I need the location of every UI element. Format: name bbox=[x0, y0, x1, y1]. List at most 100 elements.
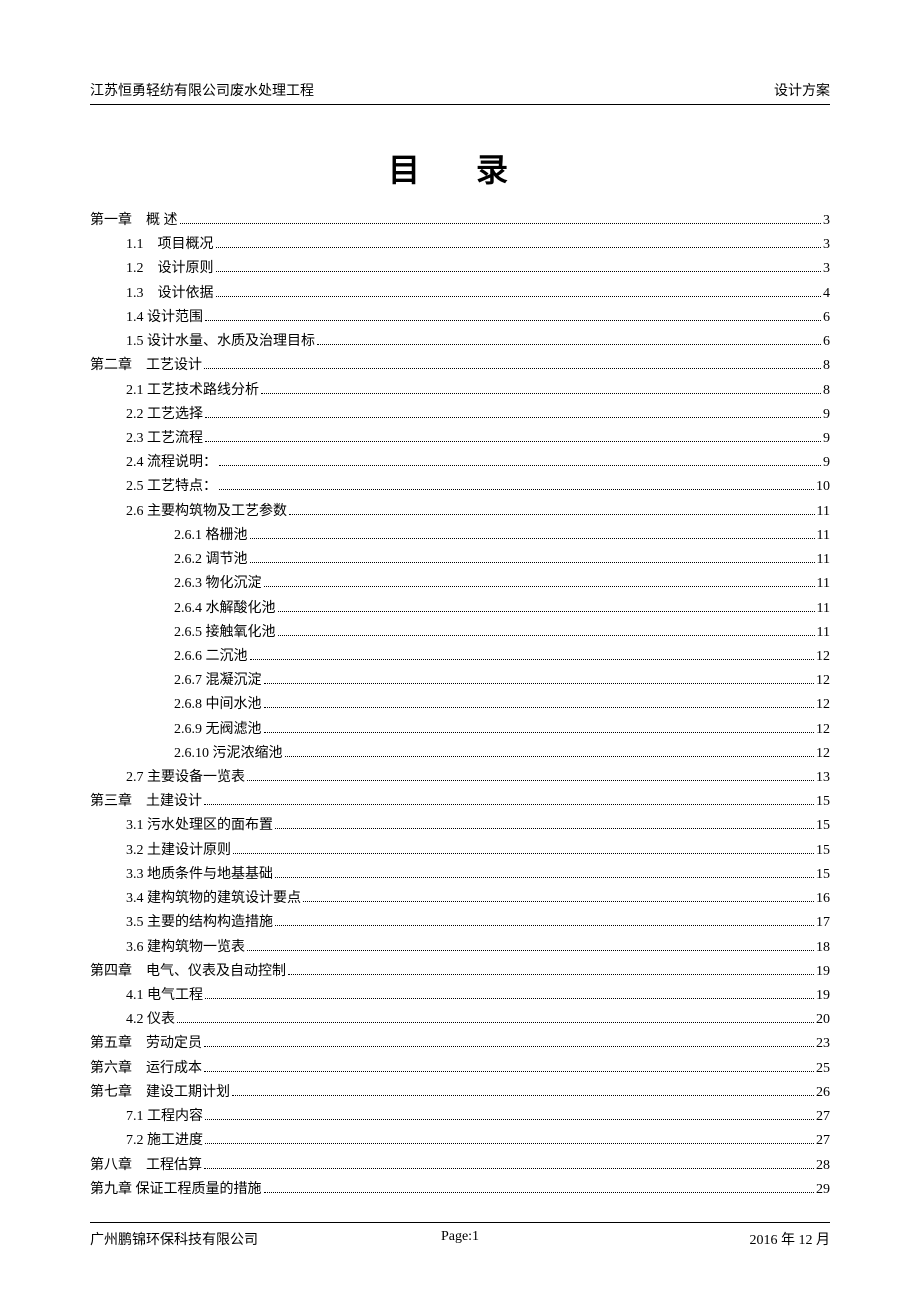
toc-leader-dots bbox=[278, 611, 815, 612]
toc-entry: 4.1 电气工程19 bbox=[90, 984, 830, 1008]
toc-entry-page: 15 bbox=[816, 863, 830, 887]
toc-entry: 2.5 工艺特点：10 bbox=[90, 475, 830, 499]
toc-entry-label: 3.5 主要的结构构造措施 bbox=[126, 911, 273, 935]
toc-entry: 3.3 地质条件与地基基础15 bbox=[90, 863, 830, 887]
toc-entry: 第一章 概 述3 bbox=[90, 209, 830, 233]
toc-leader-dots bbox=[250, 659, 815, 660]
toc-entry: 1.5 设计水量、水质及治理目标6 bbox=[90, 330, 830, 354]
toc-leader-dots bbox=[285, 756, 815, 757]
toc-entry-label: 7.2 施工进度 bbox=[126, 1129, 203, 1153]
toc-leader-dots bbox=[205, 441, 821, 442]
toc-entry: 2.6.5 接触氧化池11 bbox=[90, 621, 830, 645]
toc-entry-label: 4.2 仪表 bbox=[126, 1008, 175, 1032]
toc-leader-dots bbox=[264, 1192, 815, 1193]
toc-leader-dots bbox=[205, 417, 821, 418]
toc-entry: 2.6.10 污泥浓缩池 12 bbox=[90, 742, 830, 766]
toc-entry-page: 29 bbox=[816, 1178, 830, 1202]
toc-entry-page: 15 bbox=[816, 814, 830, 838]
toc-entry: 2.3 工艺流程9 bbox=[90, 427, 830, 451]
toc-title: 目 录 bbox=[90, 145, 830, 191]
toc-entry-label: 2.4 流程说明： bbox=[126, 451, 217, 475]
toc-entry-label: 2.7 主要设备一览表 bbox=[126, 766, 245, 790]
toc-leader-dots bbox=[247, 950, 814, 951]
toc-leader-dots bbox=[205, 998, 814, 999]
toc-leader-dots bbox=[232, 1095, 814, 1096]
toc-leader-dots bbox=[216, 247, 822, 248]
toc-entry-page: 9 bbox=[823, 427, 830, 451]
toc-leader-dots bbox=[278, 635, 815, 636]
toc-entry-label: 第三章 土建设计 bbox=[90, 790, 202, 814]
toc-entry-page: 8 bbox=[823, 379, 830, 403]
toc-entry: 第五章 劳动定员23 bbox=[90, 1032, 830, 1056]
toc-entry-page: 3 bbox=[823, 233, 830, 257]
toc-entry: 2.4 流程说明：9 bbox=[90, 451, 830, 475]
toc-entry: 3.5 主要的结构构造措施 17 bbox=[90, 911, 830, 935]
toc-leader-dots bbox=[219, 489, 814, 490]
toc-leader-dots bbox=[205, 1119, 814, 1120]
toc-entry-page: 12 bbox=[816, 669, 830, 693]
toc-leader-dots bbox=[264, 586, 815, 587]
toc-leader-dots bbox=[216, 271, 822, 272]
toc-entry-label: 第一章 概 述 bbox=[90, 209, 178, 233]
toc-entry-page: 12 bbox=[816, 742, 830, 766]
header-left: 江苏恒勇轻纺有限公司废水处理工程 bbox=[90, 80, 314, 100]
toc-entry-page: 3 bbox=[823, 257, 830, 281]
toc-leader-dots bbox=[204, 1168, 814, 1169]
toc-entry: 1.2 设计原则 3 bbox=[90, 257, 830, 281]
toc-leader-dots bbox=[204, 1046, 814, 1047]
toc-entry: 第三章 土建设计 15 bbox=[90, 790, 830, 814]
footer-right: 2016 年 12 月 bbox=[750, 1229, 831, 1249]
toc-entry-label: 第六章 运行成本 bbox=[90, 1057, 202, 1081]
toc-leader-dots bbox=[303, 901, 814, 902]
toc-leader-dots bbox=[264, 707, 815, 708]
toc-entry-label: 第五章 劳动定员 bbox=[90, 1032, 202, 1056]
toc-entry-page: 11 bbox=[817, 548, 830, 572]
toc-entry: 3.4 建构筑物的建筑设计要点16 bbox=[90, 887, 830, 911]
toc-entry-label: 2.6.10 污泥浓缩池 bbox=[174, 742, 283, 766]
toc-leader-dots bbox=[216, 296, 822, 297]
toc-leader-dots bbox=[261, 393, 821, 394]
toc-entry: 2.6.8 中间水池12 bbox=[90, 693, 830, 717]
toc-leader-dots bbox=[204, 368, 821, 369]
toc-entry-page: 17 bbox=[816, 911, 830, 935]
toc-leader-dots bbox=[205, 320, 821, 321]
toc-entry-page: 19 bbox=[816, 960, 830, 984]
toc-entry-page: 10 bbox=[816, 475, 830, 499]
toc-entry: 2.6.1 格栅池11 bbox=[90, 524, 830, 548]
toc-entry: 2.6 主要构筑物及工艺参数11 bbox=[90, 500, 830, 524]
toc-leader-dots bbox=[233, 853, 814, 854]
toc-entry: 4.2 仪表20 bbox=[90, 1008, 830, 1032]
toc-entry-page: 26 bbox=[816, 1081, 830, 1105]
toc-entry-page: 25 bbox=[816, 1057, 830, 1081]
toc-leader-dots bbox=[250, 538, 815, 539]
toc-entry-label: 2.6.1 格栅池 bbox=[174, 524, 248, 548]
toc-entry: 3.1 污水处理区的面布置15 bbox=[90, 814, 830, 838]
toc-leader-dots bbox=[275, 828, 814, 829]
toc-entry-label: 2.6.3 物化沉淀 bbox=[174, 572, 262, 596]
toc-entry-page: 6 bbox=[823, 306, 830, 330]
toc-entry-label: 第七章 建设工期计划 bbox=[90, 1081, 230, 1105]
toc-entry: 2.6.3 物化沉淀11 bbox=[90, 572, 830, 596]
toc-leader-dots bbox=[180, 223, 822, 224]
toc-entry-label: 7.1 工程内容 bbox=[126, 1105, 203, 1129]
toc-entry-label: 第二章 工艺设计 bbox=[90, 354, 202, 378]
toc-leader-dots bbox=[250, 562, 815, 563]
toc-leader-dots bbox=[204, 1071, 814, 1072]
toc-entry: 2.7 主要设备一览表13 bbox=[90, 766, 830, 790]
toc-entry: 2.2 工艺选择9 bbox=[90, 403, 830, 427]
toc-entry-label: 2.2 工艺选择 bbox=[126, 403, 203, 427]
toc-entry-page: 27 bbox=[816, 1105, 830, 1129]
toc-entry-label: 2.6.7 混凝沉淀 bbox=[174, 669, 262, 693]
toc-entry-page: 12 bbox=[816, 718, 830, 742]
toc-entry-label: 3.4 建构筑物的建筑设计要点 bbox=[126, 887, 301, 911]
toc-entry: 2.6.7 混凝沉淀 12 bbox=[90, 669, 830, 693]
toc-entry: 第六章 运行成本 25 bbox=[90, 1057, 830, 1081]
toc-entry-page: 4 bbox=[823, 282, 830, 306]
toc-entry-label: 1.2 设计原则 bbox=[126, 257, 214, 281]
toc-entry-page: 15 bbox=[816, 790, 830, 814]
toc-leader-dots bbox=[275, 877, 814, 878]
toc-entry-page: 11 bbox=[817, 500, 830, 524]
toc-entry-page: 11 bbox=[817, 621, 830, 645]
toc-entry: 2.6.4 水解酸化池11 bbox=[90, 597, 830, 621]
toc-entry: 第八章 工程估算28 bbox=[90, 1154, 830, 1178]
